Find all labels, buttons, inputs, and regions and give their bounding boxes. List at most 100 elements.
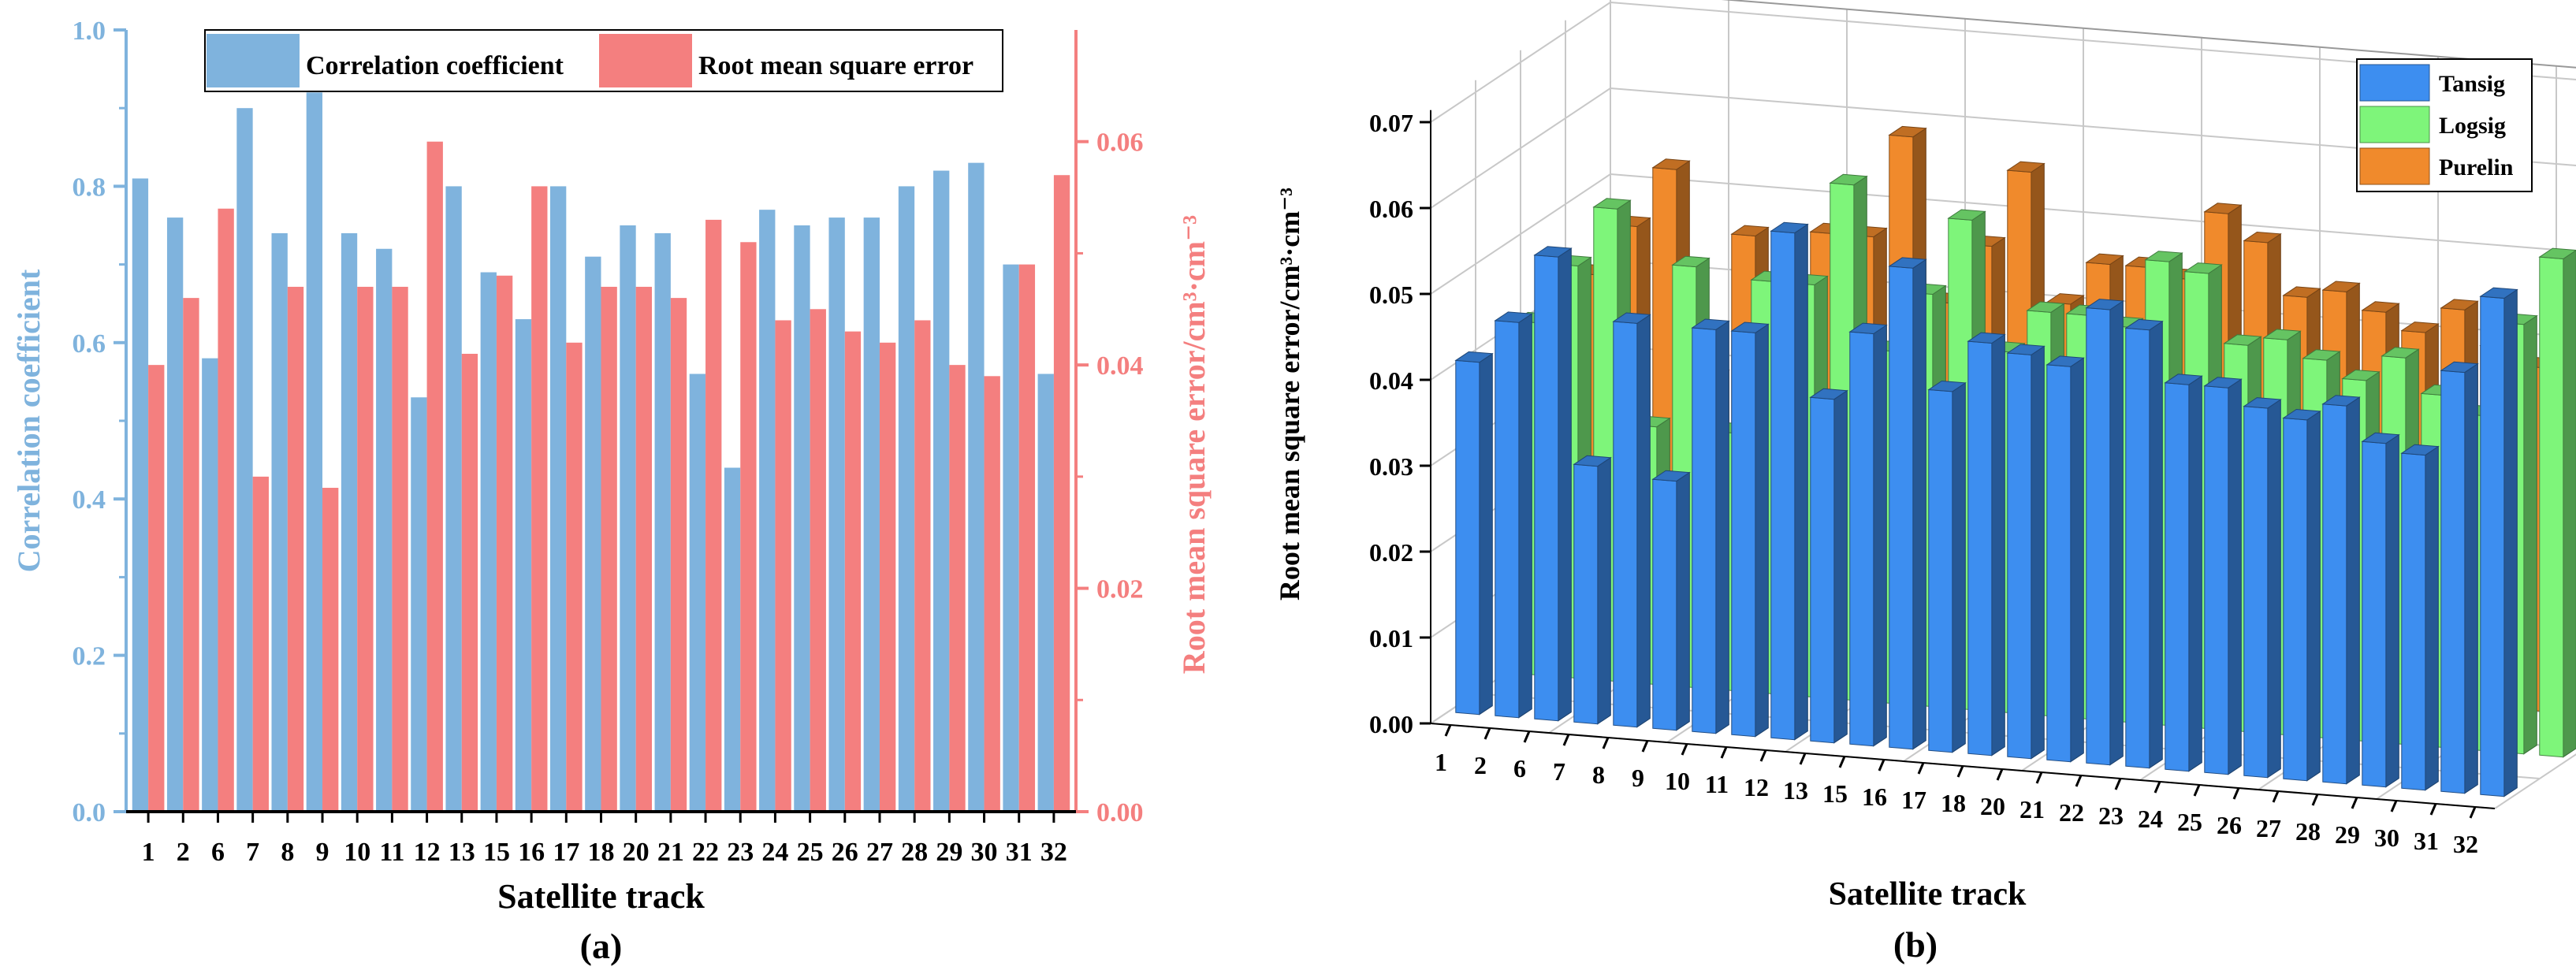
bar-logsig-32 bbox=[2538, 247, 2576, 758]
bar-top bbox=[2124, 318, 2164, 331]
x-tick-label: 17 bbox=[1901, 786, 1926, 814]
x-tick bbox=[1523, 730, 1531, 743]
bar-correlation-15 bbox=[480, 272, 497, 812]
bar-correlation-13 bbox=[445, 186, 462, 812]
bar-rmse-31 bbox=[1018, 264, 1036, 812]
bar-top bbox=[1848, 322, 1888, 335]
bar-top bbox=[1671, 255, 1711, 268]
bar-top bbox=[1809, 388, 1848, 400]
x-tick-label: 13 bbox=[449, 838, 475, 867]
bar-top bbox=[1967, 332, 2006, 344]
bar-top bbox=[1454, 351, 1494, 363]
bar-rmse-26 bbox=[844, 331, 862, 812]
x-tick-label: 22 bbox=[692, 838, 719, 867]
y-left-tick-label: 0.4 bbox=[73, 485, 106, 515]
bar-correlation-9 bbox=[306, 92, 323, 812]
bar-tansig-30 bbox=[2400, 444, 2440, 791]
x-tick bbox=[1956, 765, 1964, 778]
bar-front bbox=[1967, 340, 1993, 757]
bar-top bbox=[2361, 301, 2400, 313]
x-tick bbox=[1720, 746, 1728, 759]
bar-side bbox=[1715, 320, 1729, 734]
bar-side bbox=[2425, 445, 2439, 791]
bar-top bbox=[2085, 299, 2124, 310]
bar-top bbox=[2243, 231, 2282, 244]
bar-tansig-11 bbox=[1730, 322, 1770, 738]
x-tick-label: 8 bbox=[1592, 760, 1605, 789]
x-tick-label: 8 bbox=[281, 838, 294, 867]
chart-a: 1 2 6 7 8 9 10 11 12 13 15 16 17 18 20 21 22 23 24 25 26 27 28… bbox=[11, 17, 1212, 966]
bar-rmse-20 bbox=[635, 286, 653, 812]
bar-top bbox=[2282, 408, 2321, 421]
bar-side bbox=[1636, 314, 1651, 728]
x-tick-label: 2 bbox=[1474, 751, 1487, 779]
y-left-tick-label: 0.8 bbox=[73, 173, 106, 202]
grid-back-h bbox=[1610, 173, 2576, 253]
legend-label-correlation: Correlation coefficient bbox=[306, 51, 564, 80]
bar-tansig-28 bbox=[2321, 395, 2361, 785]
bar-top bbox=[1651, 470, 1691, 482]
y-right-label: Root mean square error/cm³·cm⁻³ bbox=[1176, 215, 1212, 674]
bar-tansig-18 bbox=[1967, 332, 2006, 757]
bar-top bbox=[2046, 355, 2085, 367]
bar-correlation-8 bbox=[271, 232, 288, 812]
bar-tansig-20 bbox=[2006, 344, 2046, 760]
legend-swatch-correlation bbox=[207, 34, 300, 87]
bar-top bbox=[2262, 329, 2302, 340]
x-tick bbox=[2429, 803, 2437, 816]
x-tick bbox=[2153, 781, 2161, 794]
bar-top bbox=[2164, 374, 2203, 385]
bar-tansig-23 bbox=[2124, 318, 2164, 769]
bar-tansig-27 bbox=[2282, 408, 2321, 782]
bar-side bbox=[1873, 324, 1887, 747]
x-tick-label: 24 bbox=[761, 838, 788, 867]
bar-top bbox=[2538, 247, 2576, 260]
bar-top bbox=[1730, 225, 1770, 237]
bar-side bbox=[2031, 345, 2045, 760]
bar-correlation-20 bbox=[620, 225, 636, 812]
bar-correlation-7 bbox=[236, 108, 253, 812]
bar-tansig-15 bbox=[1848, 322, 1888, 747]
legend-swatch-tansig bbox=[2359, 64, 2430, 102]
bar-tansig-8 bbox=[1612, 312, 1651, 728]
bar-top bbox=[1691, 318, 1730, 330]
x-tick bbox=[2114, 778, 2122, 790]
bar-top bbox=[1770, 221, 1809, 234]
bar-side bbox=[1558, 247, 1572, 722]
bar-rmse-18 bbox=[601, 286, 617, 812]
x-tick-label: 25 bbox=[2177, 808, 2202, 836]
bar-rmse-6 bbox=[218, 208, 234, 812]
bar-top bbox=[1927, 380, 1967, 392]
bar-side bbox=[2228, 378, 2242, 775]
bar-side bbox=[1952, 381, 1966, 753]
x-tick bbox=[1917, 762, 1925, 775]
x-tick bbox=[1996, 768, 2004, 781]
legend-a: Correlation coefficient Root mean square … bbox=[204, 29, 1003, 92]
bar-correlation-17 bbox=[549, 186, 567, 812]
bar-rmse-32 bbox=[1053, 175, 1070, 812]
x-tick bbox=[1681, 743, 1688, 756]
bar-correlation-2 bbox=[166, 217, 184, 812]
x-tick-label: 9 bbox=[316, 838, 329, 867]
bar-tansig-13 bbox=[1809, 388, 1848, 744]
x-tick-label: 22 bbox=[2059, 798, 2084, 827]
legend-swatch-purelin bbox=[2359, 147, 2430, 185]
bar-rmse-23 bbox=[740, 242, 757, 812]
legend-label-tansig: Tansig bbox=[2439, 71, 2505, 97]
bar-side bbox=[1912, 258, 1926, 750]
bar-front bbox=[1849, 331, 1874, 747]
bar-front bbox=[2322, 403, 2347, 785]
bar-correlation-24 bbox=[759, 210, 776, 812]
x-tick-label: 10 bbox=[1665, 767, 1690, 795]
bar-correlation-28 bbox=[898, 186, 915, 812]
bar-rmse-24 bbox=[775, 320, 791, 812]
x-tick bbox=[1838, 756, 1846, 768]
x-tick-label: 18 bbox=[588, 838, 615, 867]
x-tick bbox=[2272, 790, 2280, 803]
bar-front bbox=[1495, 320, 1520, 719]
bar-side bbox=[1794, 223, 1808, 741]
bar-front bbox=[1731, 330, 1756, 738]
y-tick-label: 0.05 bbox=[1369, 281, 1413, 309]
bar-rmse-7 bbox=[252, 476, 269, 812]
